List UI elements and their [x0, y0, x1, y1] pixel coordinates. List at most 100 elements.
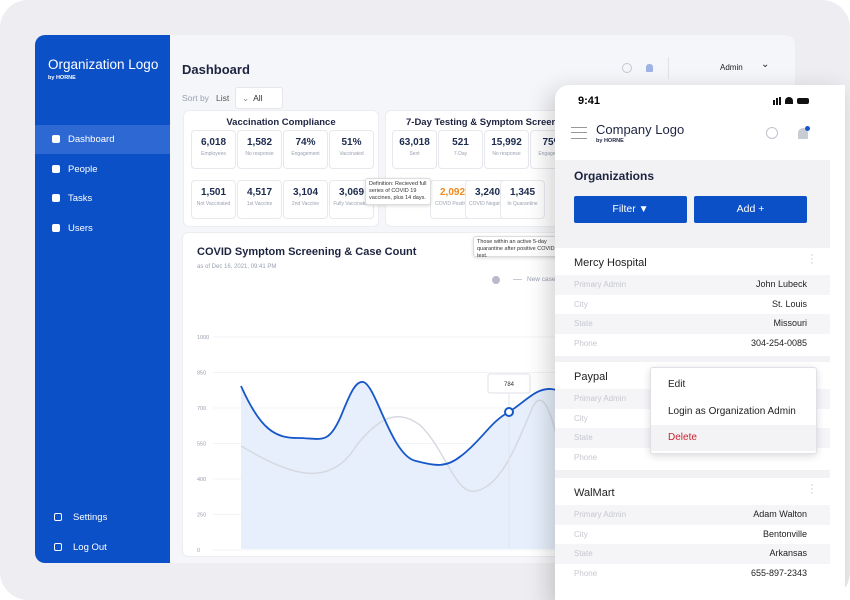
point-label: 784 [504, 382, 515, 388]
user-dropdown[interactable]: ⌄ [761, 59, 770, 70]
stat-label: 2nd Vaccine [291, 201, 320, 207]
stat-label: Employees [201, 151, 226, 157]
nav-item[interactable]: Tasks [35, 184, 170, 213]
menu-item[interactable]: Delete [651, 425, 816, 451]
hover-point[interactable] [504, 407, 514, 417]
hamburger[interactable] [571, 127, 587, 139]
search-icon[interactable] [766, 127, 778, 139]
nav-item[interactable]: People [35, 155, 170, 184]
mobile-app: 9:41 Company Logo by HORNE Organizations… [555, 85, 845, 600]
stat-value: 74% [295, 137, 316, 148]
help-icon[interactable] [492, 276, 500, 284]
add-button[interactable]: Add + [694, 196, 807, 223]
legend-swatch [513, 279, 522, 280]
field-label: Primary Admin [574, 280, 627, 289]
field-value: St. Louis [771, 298, 807, 309]
field-row: City Bentonville [555, 525, 830, 545]
stat-value: 1,582 [246, 137, 273, 148]
more-button[interactable]: ··· [810, 249, 814, 269]
field-row: Phone [555, 448, 830, 468]
stat-value: 3,240 [474, 187, 501, 198]
field-label: City [574, 529, 588, 539]
y-label: 0 [197, 548, 200, 554]
nav-icon [52, 164, 60, 173]
field-row: State Arkansas [555, 544, 830, 564]
nav-item[interactable]: Dashboard [35, 125, 170, 154]
stat-value: 2,092 [439, 187, 466, 198]
more-button[interactable]: ··· [810, 479, 814, 499]
field-row: State Missouri [555, 314, 830, 334]
nav-label: Settings [73, 512, 108, 523]
field-label: Phone [574, 568, 598, 578]
y-label: 850 [197, 371, 206, 377]
field-value: Arkansas [769, 548, 807, 558]
stat-tile: 1,501 Not Vaccinated [191, 180, 236, 219]
org-card: Mercy Hospital · · · Primary Admin John Lubec… [555, 248, 830, 356]
stat-label: No response [245, 151, 274, 157]
org-name: WalMart [574, 487, 615, 499]
field-row: City [555, 409, 830, 429]
stat-tile: 1,582 No response [237, 130, 282, 169]
org-name: Mercy Hospital [574, 257, 647, 269]
stat-label: No response [492, 151, 521, 157]
stat-tile: 63,018 Sent [392, 130, 437, 169]
user-name[interactable]: Admin [720, 63, 743, 72]
page-title: Dashboard [182, 62, 250, 77]
stat-label: Engagement [538, 151, 567, 157]
section-title: Organizations [574, 169, 655, 183]
nav-icon [54, 543, 62, 551]
bell-icon[interactable] [646, 64, 653, 72]
stat-label: 1st Vaccine [246, 201, 273, 207]
stat-value: 1,501 [200, 187, 227, 198]
field-label: Phone [574, 452, 598, 462]
org-card: WalMart · · · Primary Admin Adam Walton City Be… [555, 478, 830, 586]
field-value: 304-254-0085 [750, 337, 807, 348]
field-value: Adam Walton [753, 509, 807, 519]
card-title: Vaccination Compliance [226, 117, 336, 128]
stat-tile: 4,517 1st Vaccine [237, 180, 282, 219]
nav-label: Dashboard [68, 134, 115, 145]
field-value: Missouri [773, 318, 807, 328]
stat-tile: 51% Vaccinated [329, 130, 374, 169]
stat-label: COVID Negative [469, 201, 506, 207]
nav-icon [52, 223, 60, 232]
search-icon[interactable] [622, 63, 632, 73]
chart-title: COVID Symptom Screening & Case Count [197, 246, 417, 258]
byline: by HORNE [596, 138, 624, 144]
nav-item[interactable]: Users [35, 214, 170, 243]
content: Organizations Filter ▼ Add + Mercy Hospi… [555, 160, 830, 586]
stat-value: 521 [452, 137, 469, 148]
status-icons [773, 97, 809, 105]
sort-value[interactable]: List [216, 93, 230, 103]
add-text: Add [736, 203, 756, 215]
bell-icon[interactable] [798, 126, 810, 139]
area-fill [241, 381, 591, 549]
stat-value: 4,517 [246, 187, 273, 198]
stat-value: 1,345 [509, 187, 536, 198]
stat-label: In Quarantine [507, 201, 538, 207]
stat-label: Engagement [291, 151, 320, 157]
nav-item[interactable]: Settings [35, 503, 170, 532]
legend-label: New cases [527, 276, 559, 283]
stat-label: Fully Vaccinated [333, 201, 370, 207]
nav-label: Tasks [68, 193, 93, 204]
stat-label: 7-Day [453, 151, 468, 157]
menu-item[interactable]: Edit [668, 379, 686, 390]
stat-tile: 6,018 Employees [191, 130, 236, 169]
stat-label: COVID Positive [435, 201, 470, 207]
menu-item[interactable]: Login as Organization Admin [668, 405, 796, 417]
y-label: 550 [197, 442, 206, 448]
nav-icon [52, 135, 60, 143]
filter-select[interactable]: ⌄ All [235, 87, 283, 109]
chart-subtitle: as of Dec 16, 2021, 09:41 PM [197, 264, 277, 270]
sort-label: Sort by [182, 93, 209, 103]
stat-tile: 15,992 No response [484, 130, 529, 169]
filter-button[interactable]: Filter ▼ [574, 196, 687, 223]
nav-item[interactable]: Log Out [35, 533, 170, 562]
stat-value: 15,992 [491, 137, 522, 148]
stat-value: 3,104 [292, 187, 319, 198]
stat-tile: 521 7-Day [438, 130, 483, 169]
y-label: 700 [197, 406, 206, 412]
